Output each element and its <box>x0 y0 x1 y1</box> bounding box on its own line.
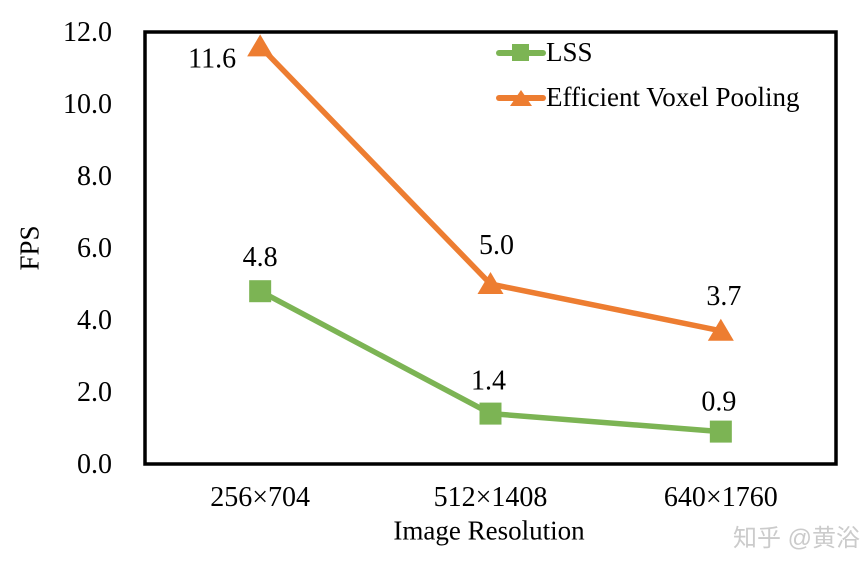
legend-label-lss: LSS <box>546 37 593 67</box>
lss-marker <box>479 402 502 425</box>
legend-label-efficient-voxel-pooling: Efficient Voxel Pooling <box>546 82 800 112</box>
y-tick-label: 4.0 <box>77 305 112 336</box>
efficient-voxel-pooling-marker <box>477 272 504 294</box>
lss-legend-marker-icon <box>496 42 546 64</box>
legend-item-efficient-voxel-pooling: Efficient Voxel Pooling <box>496 75 800 120</box>
y-tick-label: 0.0 <box>77 449 112 480</box>
legend: LSS Efficient Voxel Pooling <box>496 30 800 120</box>
data-label: 11.6 <box>188 43 236 74</box>
y-tick-label: 2.0 <box>77 377 112 408</box>
x-tick-label: 512×1408 <box>434 482 548 513</box>
data-label: 1.4 <box>471 366 506 397</box>
y-axis-title: FPS <box>14 225 45 271</box>
x-axis-title: Image Resolution <box>393 515 585 546</box>
x-tick-label: 640×1760 <box>664 482 778 513</box>
lss-marker <box>249 280 272 303</box>
data-label: 0.9 <box>701 387 736 418</box>
data-label: 3.7 <box>706 281 741 312</box>
lss-marker <box>709 420 732 443</box>
plot-border <box>143 30 838 466</box>
data-label: 5.0 <box>479 230 514 261</box>
data-label: 4.8 <box>243 242 278 273</box>
efficient-voxel-pooling-marker <box>707 318 734 341</box>
watermark: 知乎 @黄浴 <box>732 525 860 552</box>
efficient-voxel-pooling-marker <box>247 34 274 57</box>
evp-legend-marker-icon <box>496 87 546 109</box>
y-tick-label: 10.0 <box>63 89 112 120</box>
y-tick-label: 12.0 <box>63 17 112 48</box>
y-tick-label: 8.0 <box>77 161 112 192</box>
y-tick-label: 6.0 <box>77 233 112 264</box>
x-tick-label: 256×704 <box>210 482 310 513</box>
legend-item-lss: LSS <box>496 30 800 75</box>
